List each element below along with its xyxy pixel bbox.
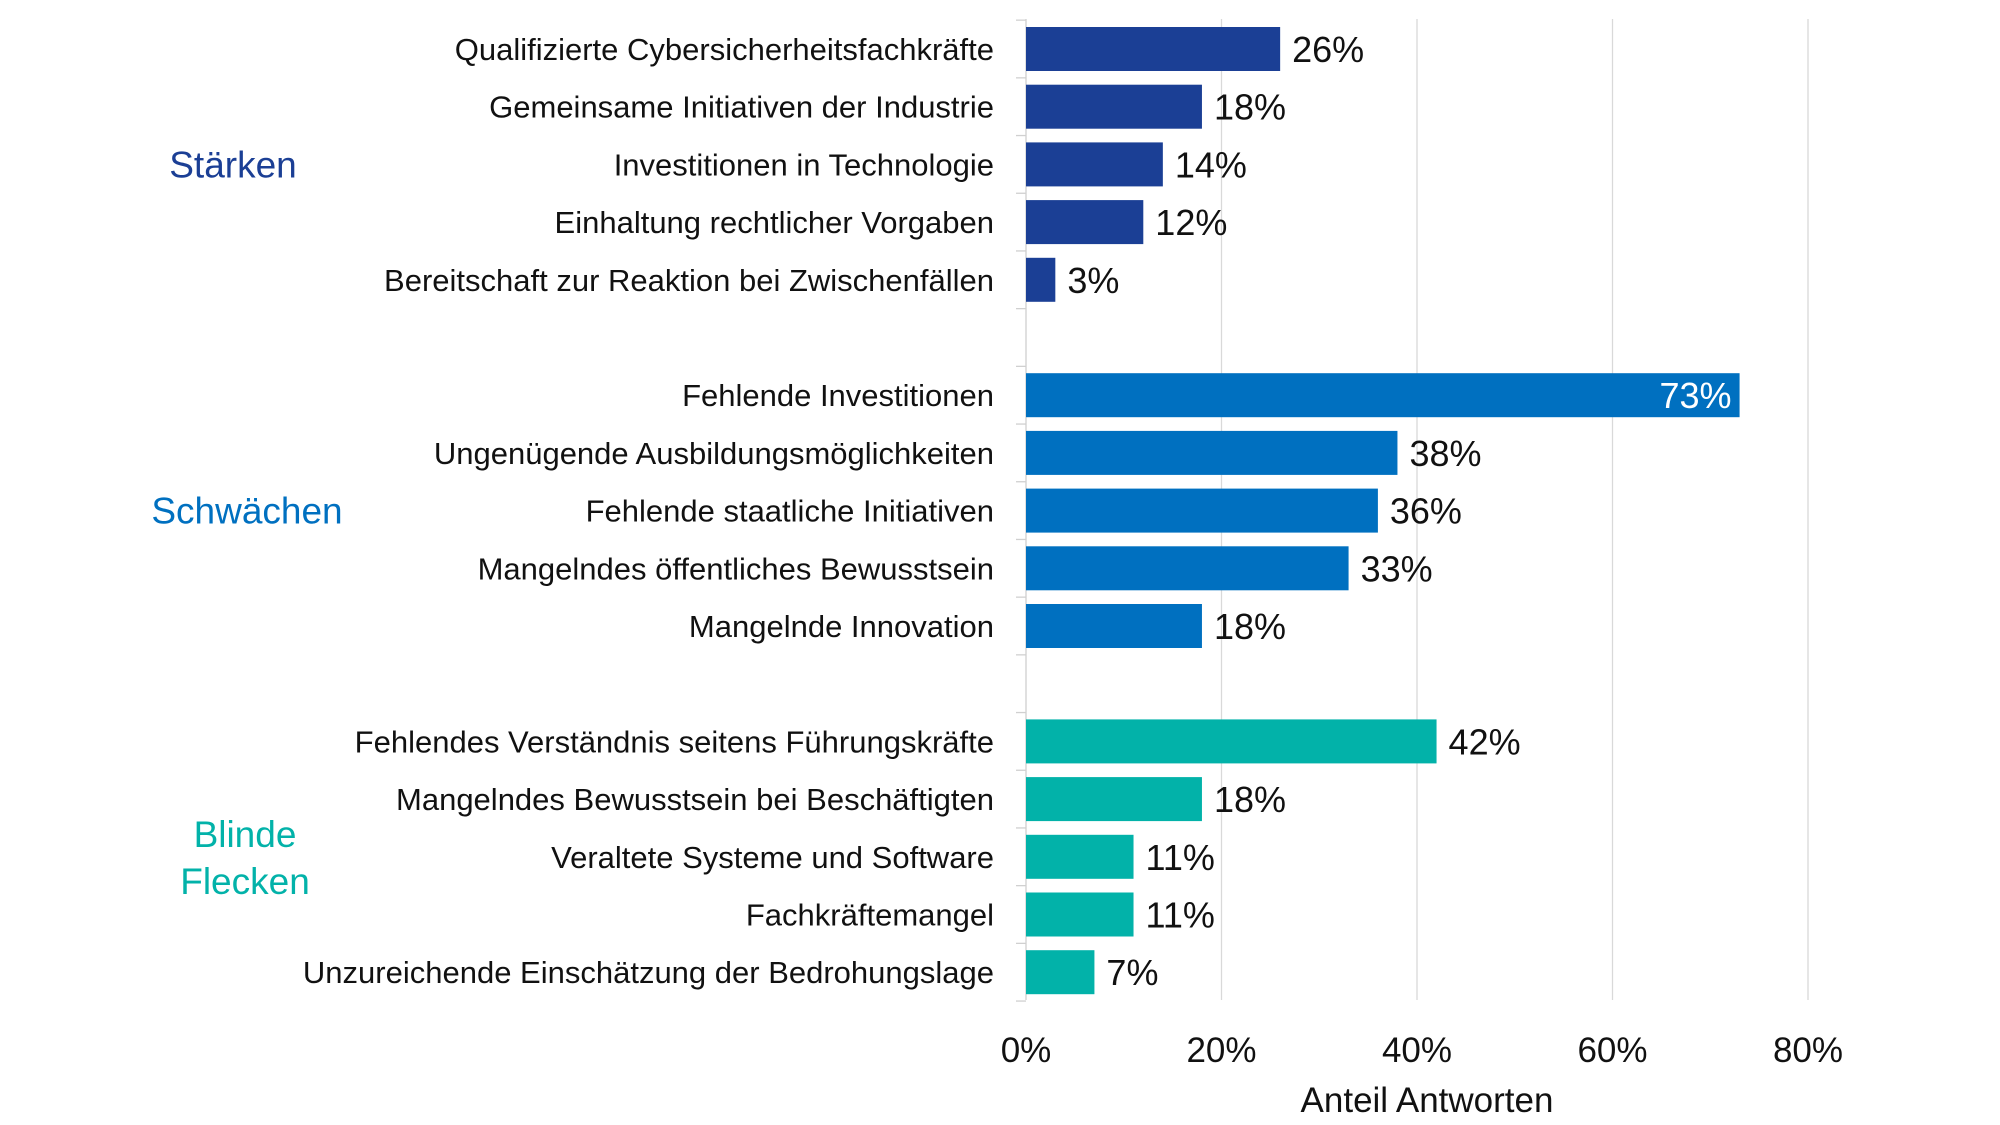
data-label: 33% [1361, 548, 1433, 589]
x-tick-label: 20% [1186, 1031, 1256, 1070]
data-label: 18% [1214, 606, 1286, 647]
category-label: Ungenügende Ausbildungsmöglichkeiten [434, 436, 994, 471]
bar [1026, 27, 1281, 71]
group-label: Blinde Flecken [180, 814, 310, 902]
data-label: 38% [1409, 433, 1481, 474]
bar [1026, 604, 1202, 648]
bar [1026, 834, 1134, 879]
x-tick-label: 80% [1773, 1031, 1843, 1070]
bar [1026, 430, 1398, 475]
category-label: Fehlendes Verständnis seitens Führungskr… [355, 724, 994, 759]
group-label: Stärken [169, 144, 297, 185]
bar [1026, 257, 1056, 302]
bar [1026, 200, 1144, 245]
data-label: 14% [1175, 144, 1247, 185]
bars: Qualifizierte Cybersicherheitsfachkräfte… [151, 27, 1740, 995]
data-label: 12% [1155, 202, 1227, 243]
data-label: 11% [1146, 895, 1215, 936]
bar [1026, 84, 1202, 129]
category-label: Fachkräftemangel [746, 898, 994, 933]
bar [1026, 142, 1163, 187]
category-label: Bereitschaft zur Reaktion bei Zwischenfä… [384, 263, 994, 298]
x-axis-title: Anteil Antworten [1301, 1081, 1554, 1120]
category-label: Unzureichende Einschätzung der Bedrohung… [303, 955, 994, 990]
category-label: Investitionen in Technologie [614, 147, 994, 182]
data-label: 3% [1067, 260, 1119, 301]
category-label: Einhaltung rechtlicher Vorgaben [555, 205, 994, 240]
bar [1026, 719, 1437, 764]
bar [1026, 488, 1378, 533]
bar [1026, 546, 1349, 591]
data-label: 18% [1214, 87, 1286, 128]
category-label: Mangelndes Bewusstsein bei Beschäftigten [396, 782, 994, 817]
category-label: Mangelndes öffentliches Bewusstsein [478, 551, 994, 586]
category-label: Fehlende Investitionen [682, 378, 994, 413]
data-label: 73% [1660, 375, 1732, 416]
x-tick-label: 0% [1001, 1031, 1052, 1070]
category-label: Gemeinsame Initiativen der Industrie [489, 90, 994, 125]
bar [1026, 777, 1202, 822]
category-label: Qualifizierte Cybersicherheitsfachkräfte [455, 32, 994, 67]
category-label: Mangelnde Innovation [689, 609, 994, 644]
bar [1026, 950, 1095, 995]
data-label: 11% [1146, 837, 1215, 878]
bar [1026, 892, 1134, 937]
bar [1026, 373, 1740, 418]
group-label: Schwächen [151, 491, 342, 532]
data-label: 18% [1214, 779, 1286, 820]
data-label: 36% [1390, 491, 1462, 532]
category-label: Veraltete Systeme und Software [551, 840, 994, 875]
category-label: Fehlende staatliche Initiativen [586, 494, 994, 529]
data-label: 26% [1292, 29, 1364, 70]
x-tick-label: 60% [1577, 1031, 1647, 1070]
x-axis-ticks: 0% 20% 40% 60% 80% [1001, 1031, 1843, 1070]
data-label: 42% [1449, 721, 1521, 762]
data-label: 7% [1106, 952, 1158, 993]
x-tick-label: 40% [1382, 1031, 1452, 1070]
